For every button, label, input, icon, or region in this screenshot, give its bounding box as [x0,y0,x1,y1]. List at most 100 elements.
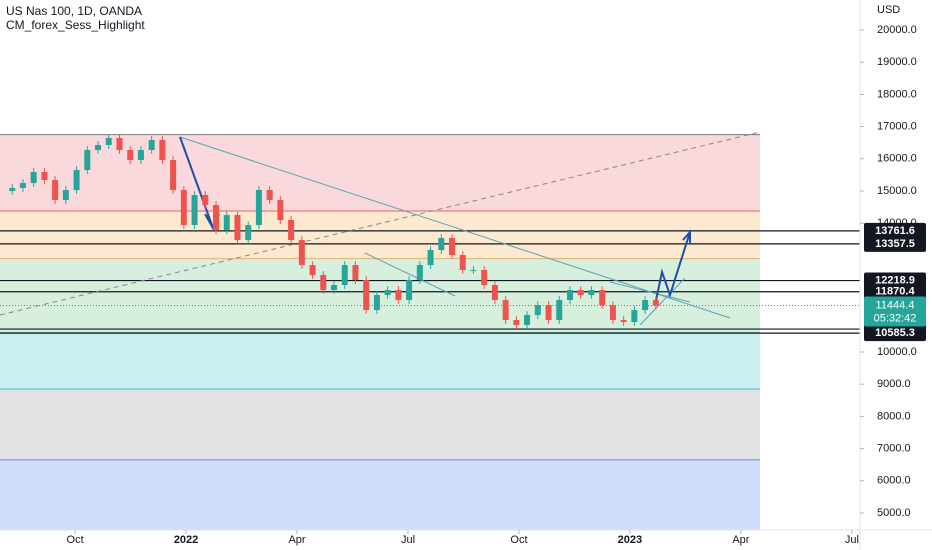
trend-line [364,252,456,297]
y-tick-label: 9000.0 [877,378,911,390]
trend-line [0,131,761,316]
symbol-title: US Nas 100, 1D, OANDA [6,4,142,18]
y-tick-label: 17000.0 [877,121,917,133]
candle-body [395,290,402,301]
candle-body [298,240,305,266]
zones [0,134,760,530]
level-tag [864,325,926,342]
arrow-head [682,229,691,244]
candle-body [170,160,177,191]
candle-body [652,300,659,306]
candle-body [202,195,209,206]
candle-body [373,295,380,311]
candle-body [363,280,370,311]
candle-body [524,315,531,326]
candle-body [266,190,273,201]
y-tick-label: 8000.0 [877,410,911,422]
last-price-tag [864,296,926,327]
x-tick-label: Apr [732,534,749,546]
candle-body [223,215,230,231]
zone [0,459,760,530]
zone [0,134,760,211]
level-label: 11870.4 [875,286,915,298]
candle-body [9,188,16,192]
candle-body [599,290,606,306]
candle-body [545,305,552,321]
y-tick-label: 16000.0 [877,153,917,165]
candle-body [556,300,563,321]
candle-body [62,190,69,201]
y-tick-label: 6000.0 [877,475,911,487]
candle-body [567,290,574,301]
candle-body [620,320,627,323]
zone [0,258,760,333]
x-tick-label: Oct [67,534,84,546]
zone [0,389,760,460]
y-tick-label: 19000.0 [877,56,917,68]
candle-body [73,170,80,191]
level-label: 10585.3 [875,327,915,339]
candle-body [406,280,413,301]
candle-body [438,238,445,251]
countdown: 05:32:42 [874,312,917,324]
candle-body [288,220,295,241]
y-tick-label: 7000.0 [877,443,911,455]
candle-body [427,250,434,266]
y-tick-label: 5000.0 [877,507,911,519]
axis: 20000.0 19000.0 18000.0 17000.0 16000.0 15000… [67,24,926,546]
level-tag [864,283,926,300]
indicator-name: CM_forex_Sess_Highlight [6,18,145,32]
currency: USD [877,4,900,16]
candle-body [191,195,198,226]
x-tick-label: 2022 [174,534,198,546]
candle-body [341,265,348,286]
zone [0,210,760,259]
candle-body [234,215,241,241]
candle-body [631,310,638,323]
candle-body [159,140,166,161]
candle-body [148,140,155,151]
candle-body [309,265,316,276]
trend-line [179,136,731,319]
candle-body [41,172,48,181]
candle-body [277,200,284,221]
x-tick-label: 2023 [618,534,642,546]
candle-body [609,305,616,321]
candle-body [481,270,488,286]
candle-body [449,238,456,256]
candle-body [95,145,102,151]
candle-body [416,265,423,281]
zone [0,332,760,390]
candles [9,134,659,329]
trend-line [639,277,686,326]
candle-body [84,150,91,171]
y-tick-label: 10000.0 [877,346,917,358]
x-tick-label: Oct [510,534,527,546]
candle-body [491,285,498,301]
candle-body [19,183,26,189]
candle-body [116,138,123,151]
candle-body [105,138,112,146]
last-price-label: 11444.4 [876,299,915,311]
candle-body [180,190,187,226]
candle-body [577,290,584,296]
candle-body [213,205,220,231]
level-tag [864,222,926,239]
drawings [0,131,761,326]
trend-line [609,281,691,303]
candle-body [137,150,144,161]
x-tick-label: Jul [845,534,859,546]
candle-body [331,285,338,291]
x-tick-label: Jul [401,534,415,546]
candle-body [255,190,262,226]
levels [0,230,860,334]
candle-body [320,275,327,291]
x-tick-label: Apr [288,534,305,546]
y-tick-label: 20000.0 [877,24,917,36]
arrow [654,231,691,306]
y-tick-label: 18000.0 [877,88,917,100]
level-label: 13357.5 [875,238,915,250]
candle-body [245,225,252,241]
candle-body [384,290,391,296]
level-label: 12218.9 [875,274,915,286]
